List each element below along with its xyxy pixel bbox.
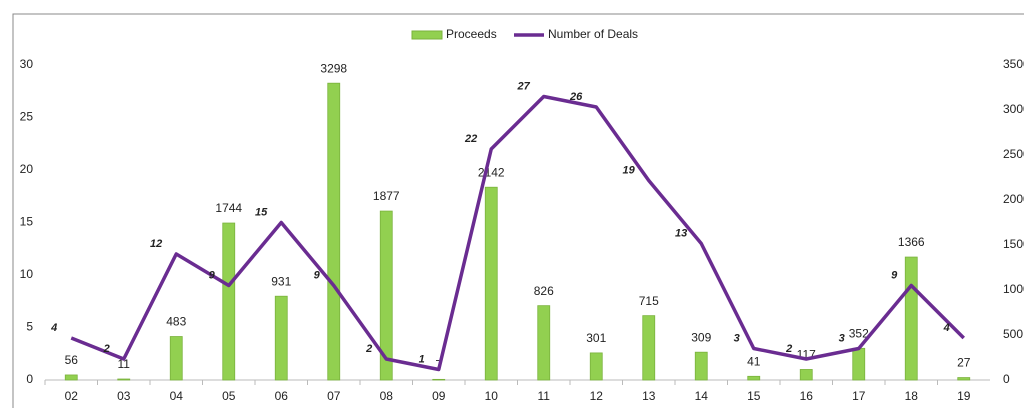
bar-label: 11 bbox=[118, 357, 131, 371]
bar-label: 3298 bbox=[320, 61, 347, 75]
bar-label: 301 bbox=[586, 331, 606, 345]
x-tick-label: 05 bbox=[222, 389, 236, 403]
x-tick-label: 08 bbox=[380, 389, 394, 403]
line-label: 19 bbox=[623, 164, 636, 176]
line-label: 22 bbox=[464, 133, 477, 145]
bar bbox=[117, 378, 131, 381]
y2-tick-label: 2500 bbox=[1003, 147, 1024, 161]
x-tick-label: 11 bbox=[538, 389, 551, 403]
legend-swatch bbox=[411, 30, 443, 40]
y-tick-label: 30 bbox=[20, 57, 34, 71]
x-tick-label: 04 bbox=[170, 389, 184, 403]
bar bbox=[327, 82, 341, 381]
y-tick-label: 20 bbox=[20, 162, 34, 176]
line-label: 2 bbox=[103, 343, 110, 355]
bar bbox=[537, 305, 551, 381]
bar bbox=[589, 352, 603, 381]
x-tick-label: 15 bbox=[747, 389, 761, 403]
line-label: 13 bbox=[675, 227, 687, 239]
y2-tick-label: 1000 bbox=[1003, 282, 1024, 296]
line-label: 3 bbox=[839, 332, 845, 344]
bar-label: 56 bbox=[65, 353, 79, 367]
legend-label: Proceeds bbox=[446, 27, 497, 41]
bar-label: 931 bbox=[271, 274, 291, 288]
bar-label: 1366 bbox=[898, 235, 925, 249]
bar-label: 27 bbox=[957, 356, 971, 370]
line-label: 12 bbox=[150, 238, 162, 250]
y-tick-label: 5 bbox=[26, 320, 33, 334]
x-tick-label: 16 bbox=[800, 389, 814, 403]
y2-tick-label: 0 bbox=[1003, 372, 1010, 386]
bar-label: 1877 bbox=[373, 189, 400, 203]
line-label: 9 bbox=[209, 269, 216, 281]
x-tick-label: 07 bbox=[327, 389, 341, 403]
bar bbox=[432, 378, 446, 381]
bar-label: 483 bbox=[166, 315, 186, 329]
line-label: 15 bbox=[255, 206, 268, 218]
x-tick-label: 17 bbox=[852, 389, 866, 403]
bar bbox=[274, 295, 288, 381]
y-tick-label: 10 bbox=[20, 267, 34, 281]
bar bbox=[904, 256, 918, 381]
bar bbox=[169, 336, 183, 381]
bar bbox=[957, 377, 971, 381]
bar-label: 309 bbox=[691, 330, 711, 344]
y2-tick-label: 2000 bbox=[1003, 192, 1024, 206]
line-label: 2 bbox=[785, 343, 792, 355]
x-tick-label: 14 bbox=[695, 389, 709, 403]
y-tick-label: 15 bbox=[20, 215, 34, 229]
bar bbox=[642, 315, 656, 381]
y2-tick-label: 500 bbox=[1003, 327, 1023, 341]
line-label: 3 bbox=[734, 332, 740, 344]
x-tick-label: 09 bbox=[432, 389, 446, 403]
bar-label: 1744 bbox=[215, 201, 242, 215]
y2-tick-label: 1500 bbox=[1003, 237, 1024, 251]
line-label: 9 bbox=[314, 269, 321, 281]
bar bbox=[694, 351, 708, 381]
line-label: 1 bbox=[419, 353, 425, 365]
x-tick-label: 19 bbox=[957, 389, 971, 403]
line bbox=[70, 94, 965, 372]
x-tick-label: 18 bbox=[905, 389, 919, 403]
y2-tick-label: 3000 bbox=[1003, 102, 1024, 116]
y-tick-label: 0 bbox=[26, 372, 33, 386]
chart-frame bbox=[12, 13, 1024, 408]
bar-label: 352 bbox=[849, 326, 869, 340]
bar bbox=[484, 186, 498, 381]
line-label: 27 bbox=[517, 80, 531, 92]
line-label: 9 bbox=[891, 269, 898, 281]
bar bbox=[222, 222, 236, 381]
bar bbox=[747, 375, 761, 381]
line-label: 4 bbox=[50, 322, 57, 334]
y-tick-label: 25 bbox=[20, 110, 34, 124]
bar-label: 41 bbox=[747, 354, 761, 368]
legend-label: Number of Deals bbox=[548, 27, 638, 41]
line-label: 2 bbox=[365, 343, 372, 355]
bar bbox=[852, 347, 866, 381]
bar bbox=[799, 369, 813, 381]
bar-label: 826 bbox=[534, 284, 554, 298]
x-tick-label: 13 bbox=[642, 389, 656, 403]
x-tick-label: 03 bbox=[117, 389, 131, 403]
line-label: 26 bbox=[569, 91, 583, 103]
line-label: 4 bbox=[943, 322, 950, 334]
x-tick-label: 02 bbox=[65, 389, 79, 403]
bar bbox=[64, 374, 78, 381]
bar-label: 2142 bbox=[478, 165, 505, 179]
bar bbox=[379, 210, 393, 381]
bar-label: 715 bbox=[639, 294, 659, 308]
x-tick-label: 06 bbox=[275, 389, 289, 403]
x-tick-label: 10 bbox=[485, 389, 499, 403]
x-tick-label: 12 bbox=[590, 389, 604, 403]
